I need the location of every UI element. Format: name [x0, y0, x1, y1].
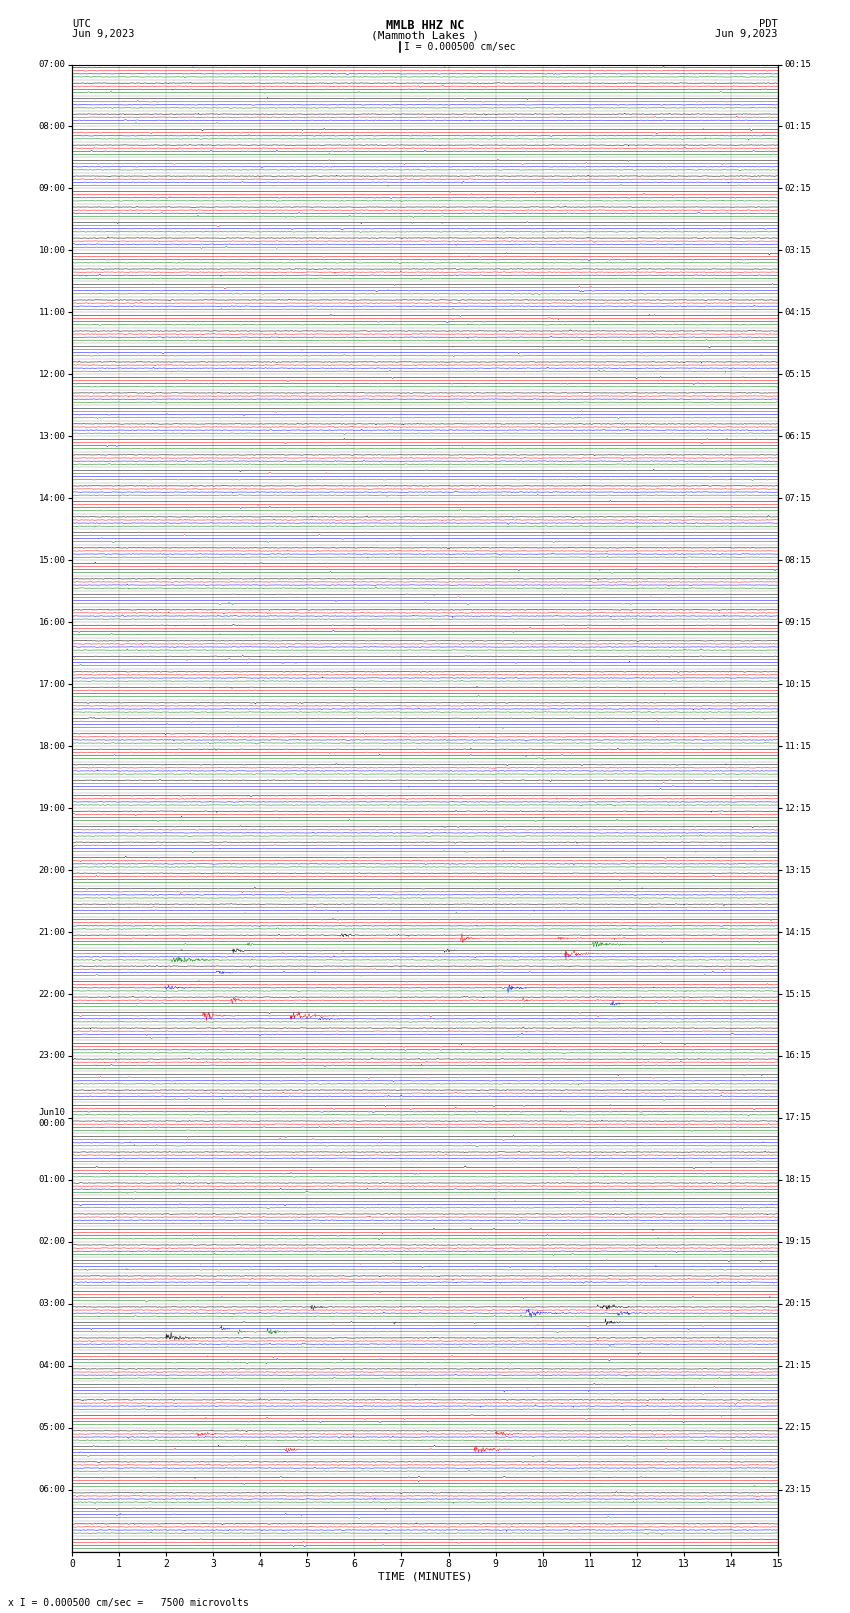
Text: PDT: PDT — [759, 19, 778, 29]
Text: Jun 9,2023: Jun 9,2023 — [715, 29, 778, 39]
Text: (Mammoth Lakes ): (Mammoth Lakes ) — [371, 31, 479, 40]
X-axis label: TIME (MINUTES): TIME (MINUTES) — [377, 1571, 473, 1581]
Text: Jun 9,2023: Jun 9,2023 — [72, 29, 135, 39]
Text: UTC: UTC — [72, 19, 91, 29]
Text: I = 0.000500 cm/sec: I = 0.000500 cm/sec — [404, 42, 515, 52]
Text: MMLB HHZ NC: MMLB HHZ NC — [386, 19, 464, 32]
Text: x I = 0.000500 cm/sec =   7500 microvolts: x I = 0.000500 cm/sec = 7500 microvolts — [8, 1598, 249, 1608]
